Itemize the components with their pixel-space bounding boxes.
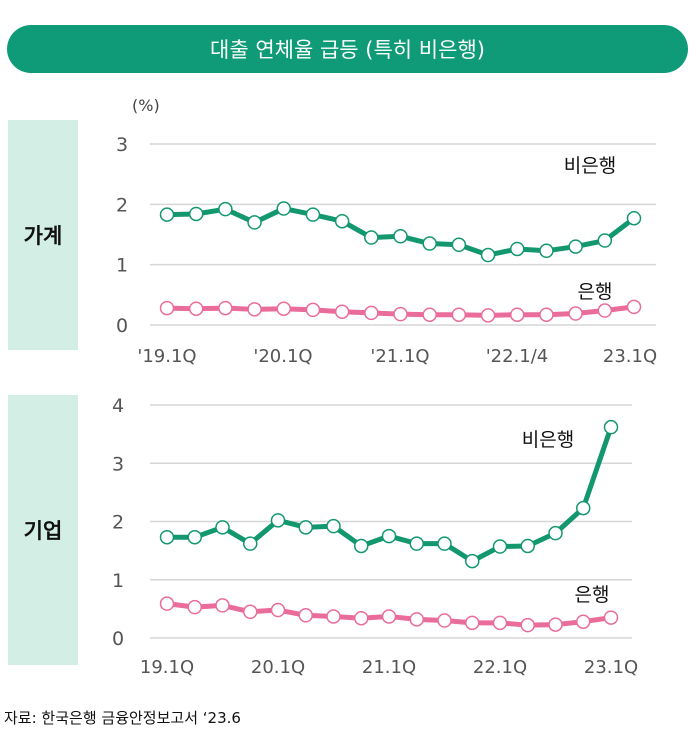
source-note: 자료: 한국은행 금융안정보고서 ‘23.6 — [4, 709, 241, 727]
y-tick-label: 2 — [116, 194, 128, 216]
chart-title: 대출 연체율 급등 (특히 비은행) — [7, 25, 688, 73]
data-point — [480, 247, 496, 263]
data-point — [276, 201, 291, 216]
data-point — [326, 609, 341, 624]
data-point — [451, 307, 467, 322]
data-point — [568, 306, 583, 321]
data-point — [520, 617, 535, 633]
series-label: 비은행 — [564, 155, 616, 177]
panel-label-corporate: 기업 — [8, 395, 78, 665]
data-point — [437, 613, 452, 628]
data-point — [364, 305, 379, 321]
data-point — [247, 215, 262, 230]
data-point — [243, 604, 258, 620]
data-point — [381, 528, 397, 544]
data-point — [576, 614, 591, 629]
data-point — [409, 536, 424, 551]
data-point — [451, 237, 467, 253]
data-point — [270, 602, 286, 618]
data-point — [520, 538, 535, 554]
data-point — [465, 615, 480, 631]
data-point — [597, 233, 613, 248]
x-tick-label: '22.1/4 — [486, 346, 549, 367]
x-tick-label: 23.1Q — [584, 657, 638, 678]
data-point — [437, 536, 452, 551]
y-tick-label: 2 — [112, 512, 124, 534]
data-point — [539, 243, 554, 259]
x-tick-label: 22.1Q — [473, 657, 527, 678]
data-point — [305, 302, 321, 318]
series-label: 은행 — [575, 584, 610, 606]
data-point — [215, 598, 230, 613]
data-point — [247, 302, 262, 317]
data-point — [393, 306, 408, 322]
data-point — [270, 513, 286, 528]
x-tick-label: 20.1Q — [251, 657, 305, 678]
y-tick-label: 0 — [116, 315, 128, 337]
data-point — [305, 207, 321, 222]
data-point — [218, 201, 233, 217]
data-point — [243, 536, 258, 551]
data-point — [422, 307, 437, 322]
data-point — [215, 520, 230, 535]
data-point — [576, 500, 591, 516]
data-point — [276, 301, 291, 316]
series-label: 비은행 — [522, 429, 574, 451]
data-point — [409, 612, 424, 627]
data-point — [218, 300, 233, 316]
data-point — [480, 308, 496, 323]
data-point — [626, 299, 642, 315]
data-point — [364, 230, 379, 245]
data-point — [381, 609, 397, 624]
data-point — [326, 518, 341, 534]
y-tick-label: 0 — [112, 628, 124, 650]
panel-label-household: 가계 — [8, 120, 78, 350]
y-tick-label: 3 — [116, 134, 128, 156]
data-point — [188, 301, 204, 316]
data-point — [159, 300, 175, 316]
series-label: 은행 — [578, 281, 613, 303]
data-point — [159, 529, 175, 545]
unit-label: (%) — [132, 96, 160, 115]
data-point — [187, 599, 202, 615]
data-point — [393, 229, 408, 244]
data-point — [492, 615, 508, 631]
x-tick-label: 23.1Q — [603, 346, 657, 367]
data-point — [354, 538, 369, 554]
data-point — [548, 525, 563, 541]
y-tick-label: 3 — [112, 453, 124, 475]
data-point — [568, 239, 583, 254]
x-tick-label: '21.1Q — [370, 346, 429, 367]
x-tick-label: 21.1Q — [362, 657, 416, 678]
data-point — [465, 553, 480, 569]
data-point — [597, 303, 613, 318]
data-point — [510, 307, 525, 322]
x-tick-label: '20.1Q — [253, 346, 312, 367]
data-point — [603, 610, 619, 625]
data-point — [510, 241, 525, 257]
y-tick-label: 1 — [116, 255, 128, 277]
data-point — [334, 304, 350, 319]
data-point — [603, 419, 619, 435]
data-point — [188, 206, 204, 222]
data-point — [539, 307, 554, 322]
data-point — [187, 529, 202, 545]
data-point — [334, 213, 350, 229]
data-point — [159, 207, 175, 222]
data-point — [422, 236, 437, 251]
data-point — [159, 596, 175, 611]
x-tick-label: '19.1Q — [137, 346, 196, 367]
data-point — [354, 610, 369, 626]
data-point — [298, 520, 313, 535]
data-point — [492, 539, 508, 554]
x-tick-label: 19.1Q — [140, 657, 194, 678]
y-tick-label: 4 — [112, 395, 124, 417]
y-tick-label: 1 — [112, 570, 124, 592]
data-point — [626, 210, 642, 226]
data-point — [548, 617, 563, 632]
data-point — [298, 608, 313, 623]
